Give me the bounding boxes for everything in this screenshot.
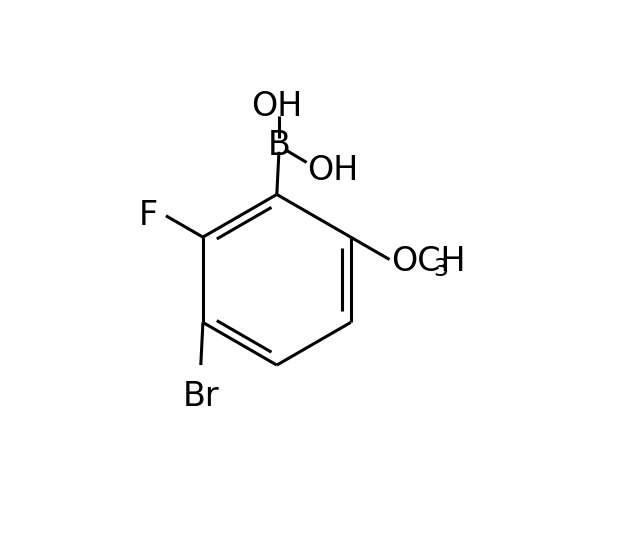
Text: OH: OH xyxy=(251,90,303,122)
Text: Br: Br xyxy=(182,380,219,413)
Text: OH: OH xyxy=(307,155,358,187)
Text: B: B xyxy=(268,129,291,162)
Text: 3: 3 xyxy=(433,257,449,281)
Text: OCH: OCH xyxy=(392,245,466,278)
Text: F: F xyxy=(139,199,158,232)
